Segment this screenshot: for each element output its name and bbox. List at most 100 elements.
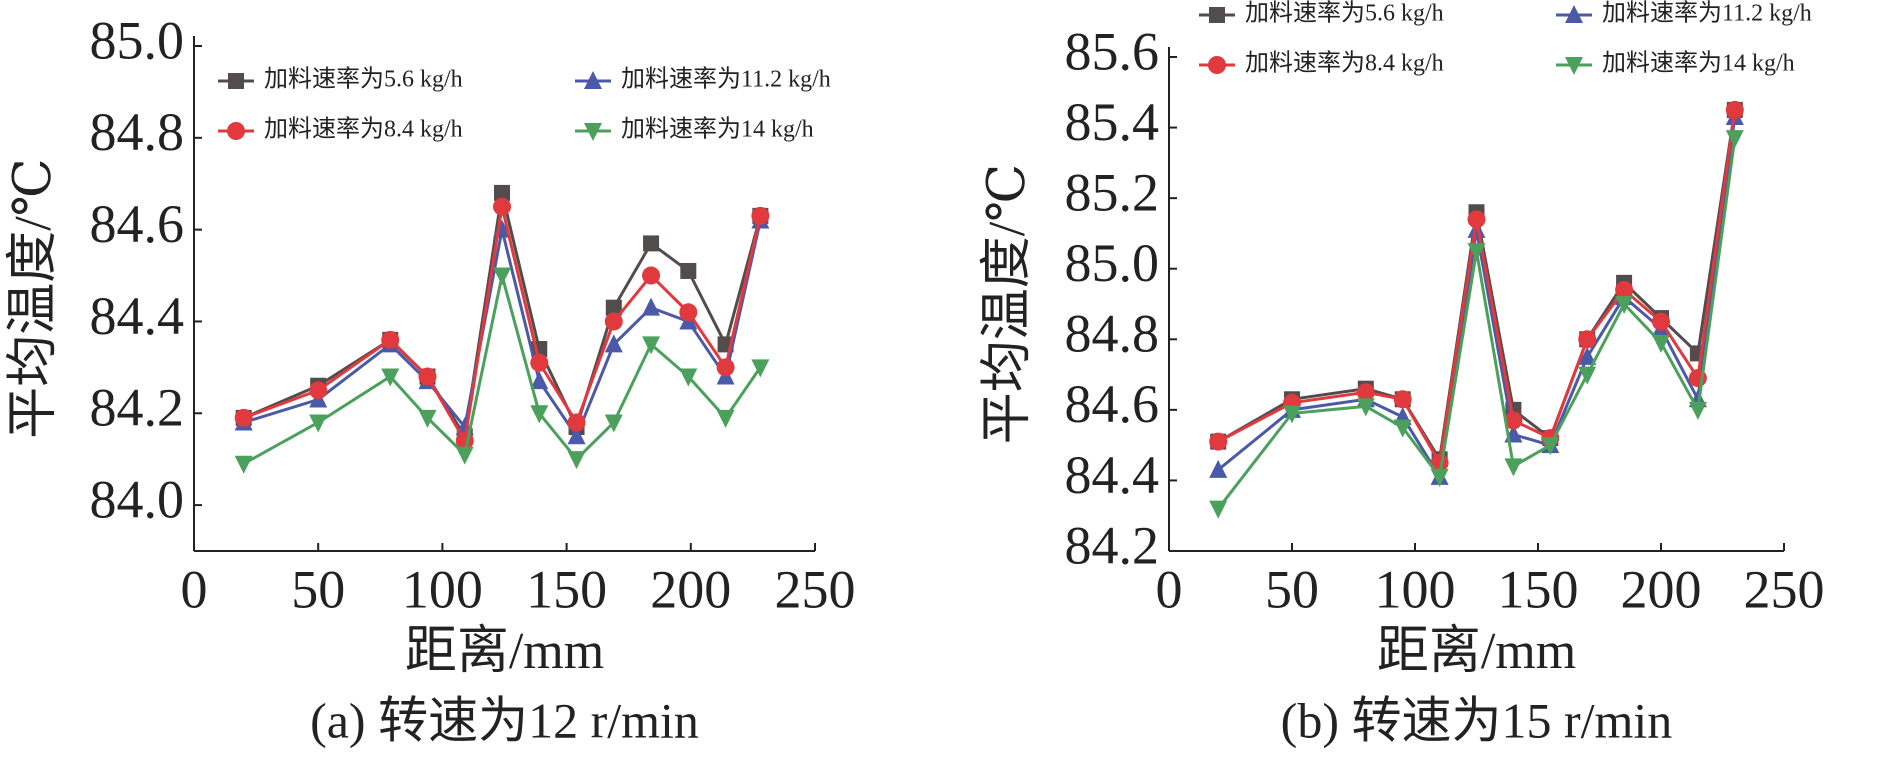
data-point [309, 381, 328, 400]
data-point [1652, 334, 1670, 353]
data-point [1541, 437, 1560, 456]
data-point [530, 371, 549, 390]
data-point [418, 367, 437, 386]
x-axis-title: 距离/mm [1377, 623, 1576, 680]
x-tick-label: 200 [1621, 559, 1702, 619]
data-point [642, 266, 661, 285]
y-tick-label: 84.4 [90, 286, 185, 346]
data-point [418, 409, 437, 428]
y-tick-label: 85.0 [90, 10, 185, 70]
data-point [1578, 330, 1597, 349]
x-tick-label: 150 [526, 559, 607, 619]
data-point [1578, 366, 1597, 385]
data-point [1467, 243, 1486, 262]
legend-marker [1208, 56, 1226, 74]
data-point [605, 299, 622, 316]
data-point [234, 408, 253, 427]
data-point [680, 262, 697, 279]
data-point [309, 414, 328, 433]
y-tick-label: 84.2 [1065, 515, 1160, 575]
legend-label: 加料速率为11.2 kg/h [621, 66, 831, 93]
data-point [1467, 210, 1486, 229]
legend-label: 加料速率为14 kg/h [621, 116, 814, 143]
legend-label: 加料速率为14 kg/h [1602, 50, 1795, 77]
data-point [567, 451, 586, 470]
data-point [751, 359, 770, 378]
y-tick-label: 84.6 [1065, 374, 1160, 434]
x-tick-label: 0 [1156, 559, 1183, 619]
legend-label: 加料速率为8.4 kg/h [264, 116, 463, 143]
y-tick-label: 84.2 [90, 378, 185, 438]
data-point [1504, 458, 1523, 477]
data-point [1209, 500, 1228, 519]
legend-label: 加料速率为11.2 kg/h [1602, 0, 1812, 27]
legend-marker [584, 71, 602, 89]
data-point [604, 312, 623, 331]
x-tick-label: 200 [650, 559, 731, 619]
data-point [381, 368, 400, 387]
data-point [1578, 346, 1597, 365]
data-point [1725, 130, 1744, 149]
series-line [1217, 116, 1737, 482]
data-point [604, 334, 623, 353]
y-tick-label: 84.8 [1065, 304, 1160, 364]
data-point [679, 368, 698, 387]
data-point [530, 405, 549, 424]
x-tick-label: 100 [402, 559, 483, 619]
data-point [1652, 312, 1670, 331]
data-point [716, 409, 735, 428]
data-point [567, 413, 586, 432]
x-tick-label: 250 [1744, 559, 1825, 619]
data-point [1430, 468, 1449, 487]
data-point [567, 426, 586, 445]
y-axis-title: 平均温度/℃ [979, 164, 1036, 445]
y-tick-label: 85.0 [1065, 233, 1160, 293]
legend-marker [228, 73, 244, 89]
data-point [604, 414, 623, 433]
x-tick-label: 150 [1498, 559, 1579, 619]
legend-label: 加料速率为5.6 kg/h [264, 66, 463, 93]
data-point [1356, 383, 1375, 402]
data-point [1209, 432, 1228, 451]
x-tick-label: 50 [1265, 559, 1319, 619]
caption: (a) 转速为12 r/min [310, 692, 699, 748]
x-tick-label: 250 [775, 559, 856, 619]
data-point [1615, 280, 1634, 299]
data-point [716, 358, 735, 377]
legend-marker [1565, 5, 1583, 23]
legend-marker [584, 123, 602, 141]
data-point [642, 336, 661, 355]
legend-label: 加料速率为5.6 kg/h [1245, 0, 1444, 27]
y-axis-title: 平均温度/℃ [5, 158, 62, 439]
caption: (b) 转速为15 r/min [1281, 692, 1673, 748]
data-point [1393, 419, 1412, 438]
data-point [1283, 405, 1301, 424]
data-point [234, 455, 253, 474]
data-point [1504, 411, 1523, 430]
data-point [1356, 398, 1375, 417]
legend-label: 加料速率为8.4 kg/h [1245, 50, 1444, 77]
y-tick-label: 85.4 [1065, 92, 1160, 152]
data-point [643, 235, 660, 252]
data-point [493, 197, 512, 216]
legend-marker [1565, 57, 1583, 75]
x-tick-label: 0 [181, 559, 208, 619]
y-tick-label: 84.4 [1065, 445, 1160, 505]
legend-marker [227, 122, 245, 140]
x-tick-label: 50 [291, 559, 345, 619]
data-point [751, 206, 770, 225]
data-point [1393, 390, 1412, 409]
data-point [1725, 100, 1744, 119]
y-tick-label: 84.8 [90, 102, 185, 162]
x-tick-label: 100 [1375, 559, 1456, 619]
data-point [642, 297, 661, 316]
data-point [679, 303, 698, 322]
y-tick-label: 84.0 [90, 469, 185, 529]
data-point [381, 330, 400, 349]
y-tick-label: 85.6 [1065, 21, 1160, 81]
legend-marker [1209, 7, 1225, 23]
y-tick-label: 85.2 [1065, 163, 1160, 223]
data-point [1688, 401, 1707, 420]
